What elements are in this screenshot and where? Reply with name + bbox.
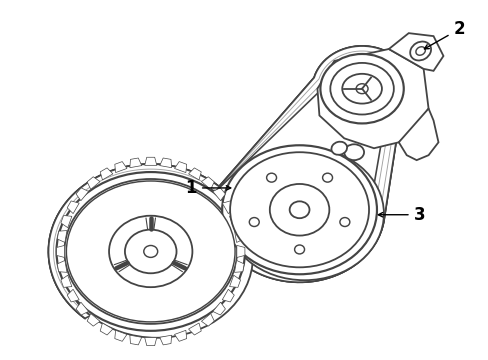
Polygon shape — [67, 289, 79, 302]
Polygon shape — [229, 275, 240, 287]
Polygon shape — [129, 158, 142, 168]
Polygon shape — [87, 177, 100, 189]
Ellipse shape — [64, 179, 237, 324]
Ellipse shape — [66, 181, 235, 322]
Polygon shape — [234, 230, 244, 242]
Ellipse shape — [56, 172, 244, 331]
Polygon shape — [115, 162, 127, 172]
Polygon shape — [57, 260, 67, 273]
Polygon shape — [236, 246, 244, 257]
Polygon shape — [234, 260, 244, 273]
Polygon shape — [129, 335, 142, 345]
Polygon shape — [188, 323, 201, 335]
Ellipse shape — [339, 217, 349, 226]
Ellipse shape — [320, 54, 403, 123]
Polygon shape — [160, 335, 171, 345]
Ellipse shape — [342, 74, 381, 104]
Ellipse shape — [331, 142, 346, 155]
Text: 3: 3 — [378, 206, 425, 224]
Ellipse shape — [269, 184, 328, 235]
Polygon shape — [61, 275, 72, 287]
Ellipse shape — [124, 230, 176, 273]
Ellipse shape — [415, 47, 425, 55]
Polygon shape — [222, 289, 234, 302]
Ellipse shape — [344, 144, 364, 160]
Ellipse shape — [61, 175, 252, 338]
Polygon shape — [222, 201, 234, 213]
Polygon shape — [76, 302, 88, 315]
Polygon shape — [67, 201, 79, 213]
Polygon shape — [76, 188, 88, 201]
Ellipse shape — [330, 63, 393, 114]
Ellipse shape — [249, 217, 259, 226]
Polygon shape — [160, 158, 171, 168]
Ellipse shape — [109, 216, 192, 287]
Polygon shape — [188, 168, 201, 180]
Polygon shape — [201, 314, 214, 326]
Polygon shape — [61, 216, 72, 228]
Polygon shape — [212, 188, 225, 201]
Ellipse shape — [355, 84, 367, 94]
Polygon shape — [48, 46, 406, 318]
Ellipse shape — [230, 152, 368, 267]
Polygon shape — [57, 246, 64, 257]
Polygon shape — [174, 330, 186, 341]
Polygon shape — [57, 230, 67, 242]
Polygon shape — [115, 330, 127, 341]
Polygon shape — [100, 323, 113, 335]
Ellipse shape — [143, 246, 157, 257]
Polygon shape — [388, 33, 443, 71]
Polygon shape — [48, 46, 406, 318]
Ellipse shape — [266, 173, 276, 182]
Polygon shape — [100, 168, 113, 180]
Polygon shape — [174, 162, 186, 172]
Polygon shape — [212, 302, 225, 315]
Polygon shape — [398, 109, 438, 160]
Polygon shape — [201, 177, 214, 189]
Polygon shape — [144, 157, 157, 165]
Ellipse shape — [289, 201, 309, 218]
Text: 2: 2 — [424, 20, 464, 49]
Ellipse shape — [409, 41, 430, 60]
Polygon shape — [317, 49, 427, 148]
Polygon shape — [229, 216, 240, 228]
Polygon shape — [144, 338, 157, 346]
Ellipse shape — [222, 145, 376, 274]
Ellipse shape — [294, 245, 304, 254]
Ellipse shape — [322, 173, 332, 182]
Text: 1: 1 — [185, 179, 230, 197]
Polygon shape — [87, 314, 100, 326]
Ellipse shape — [224, 147, 383, 280]
